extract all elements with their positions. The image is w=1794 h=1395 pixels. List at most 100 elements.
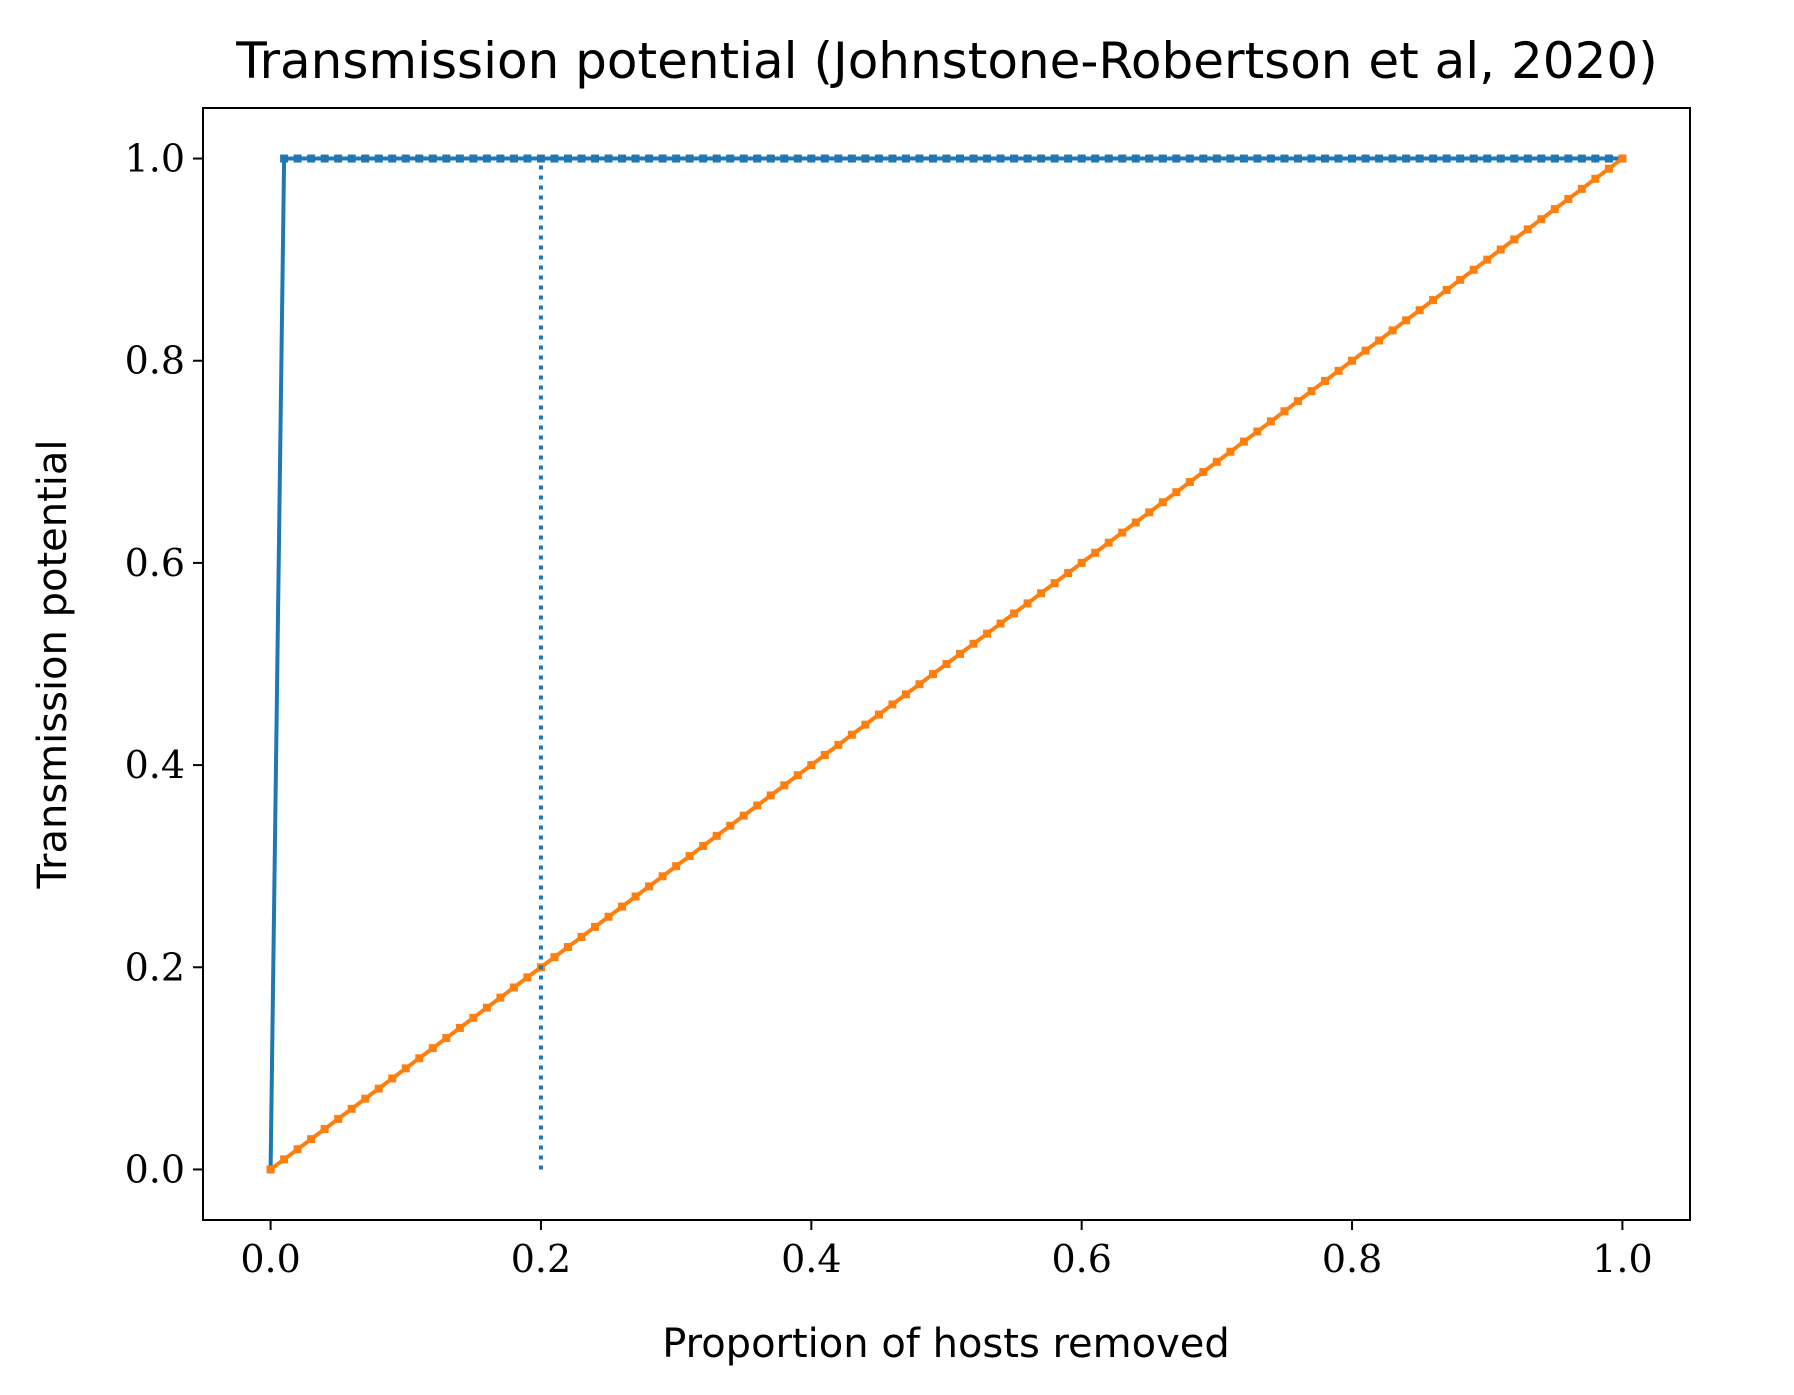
series-2-marker [1564,194,1573,203]
series-1-marker [956,154,965,163]
series-2-marker [807,761,816,770]
series-1-marker [888,154,897,163]
series-1-marker [1483,154,1492,163]
series-2-marker [712,831,721,840]
series-1-marker [1591,154,1600,163]
series-1-marker [942,154,951,163]
series-1-marker [388,154,397,163]
series-1-marker [1104,154,1113,163]
x-tick-label: 0.4 [781,1237,841,1281]
series-2-marker [280,1155,289,1164]
series-1-marker [604,154,613,163]
series-2-marker [1321,376,1330,385]
series-2-marker [1037,589,1046,598]
series-2-marker [1064,569,1073,578]
series-1-marker [442,154,451,163]
series-1-marker [509,154,518,163]
series-1-marker [1361,154,1370,163]
series-2-marker [726,821,735,830]
series-1-marker [1023,154,1032,163]
series-2-marker [1496,245,1505,254]
series-2-marker [1010,609,1019,618]
series-2-marker [888,700,897,709]
series-2-marker [1158,498,1167,507]
series-2-marker [1212,457,1221,466]
series-1-marker [1577,154,1586,163]
series-2-marker [442,1034,451,1043]
series-2-marker [1226,447,1235,456]
series-2-marker [901,690,910,699]
x-axis-label: Proportion of hosts removed [662,1321,1230,1367]
series-2-marker [550,953,559,962]
series-1-marker [753,154,762,163]
series-1-marker [766,154,775,163]
series-1-marker [496,154,505,163]
series-1-marker [563,154,572,163]
series-2-marker [874,710,883,719]
series-2-marker [1510,235,1519,244]
series-2-marker [1577,184,1586,193]
series-2-marker [699,841,708,850]
series-1-marker [1402,154,1411,163]
series-1-marker [1496,154,1505,163]
series-1-marker [658,154,667,163]
series-1-marker [672,154,681,163]
series-1-marker [1456,154,1465,163]
series-1-marker [631,154,640,163]
series-1-marker [1239,154,1248,163]
series-1-marker [847,154,856,163]
series-2-marker [793,771,802,780]
series-2-marker [1415,306,1424,315]
series-2-marker [1604,164,1613,173]
series-1-marker [293,154,302,163]
series-2-marker [1131,518,1140,527]
series-1-marker [996,154,1005,163]
x-tick-label: 0.0 [240,1237,300,1281]
series-2-marker [482,1003,491,1012]
series-2-marker [1388,326,1397,335]
series-2-marker [847,730,856,739]
series-1-marker [428,154,437,163]
y-axis: 0.0 0.2 0.4 0.6 0.8 1.0 [125,137,203,1191]
series-1-marker [780,154,789,163]
series-2-marker [1442,285,1451,294]
series-1-marker [1091,154,1100,163]
series-1-marker [1375,154,1384,163]
series-2-marker [766,791,775,800]
series-1-marker [1158,154,1167,163]
series-1-marker [1253,154,1262,163]
series-1-marker [1307,154,1316,163]
series-2-marker [618,902,627,911]
series-1-marker [334,154,343,163]
series-2-marker [1280,407,1289,416]
series-2-marker [523,973,532,982]
series-1-marker [726,154,735,163]
series-2-marker [374,1084,383,1093]
series-2-marker [1091,548,1100,557]
series-1-marker [1550,154,1559,163]
series-2-marker [1456,275,1465,284]
series-2-marker [1483,255,1492,264]
series-1-marker [374,154,383,163]
series-1-marker [1185,154,1194,163]
series-2-marker [591,922,600,931]
series-2-marker [388,1074,397,1083]
series-2-marker [428,1044,437,1053]
series-1-marker [685,154,694,163]
series-1-marker [793,154,802,163]
series-2-marker [401,1064,410,1073]
x-axis: 0.0 0.2 0.4 0.6 0.8 1.0 [240,1220,1653,1281]
y-tick-label: 0.8 [125,339,185,383]
series-2-marker [1077,558,1086,567]
series-1-marker [1469,154,1478,163]
series-2-marker [631,892,640,901]
series-1-marker [699,154,708,163]
series-2-marker [942,660,951,668]
series-1-marker [1212,154,1221,163]
series-1-marker [834,154,843,163]
series-1-marker [1510,154,1519,163]
series-2-marker [1361,346,1370,355]
series-1-marker [415,154,424,163]
y-tick-label: 1.0 [125,137,185,181]
series-1-marker [1442,154,1451,163]
